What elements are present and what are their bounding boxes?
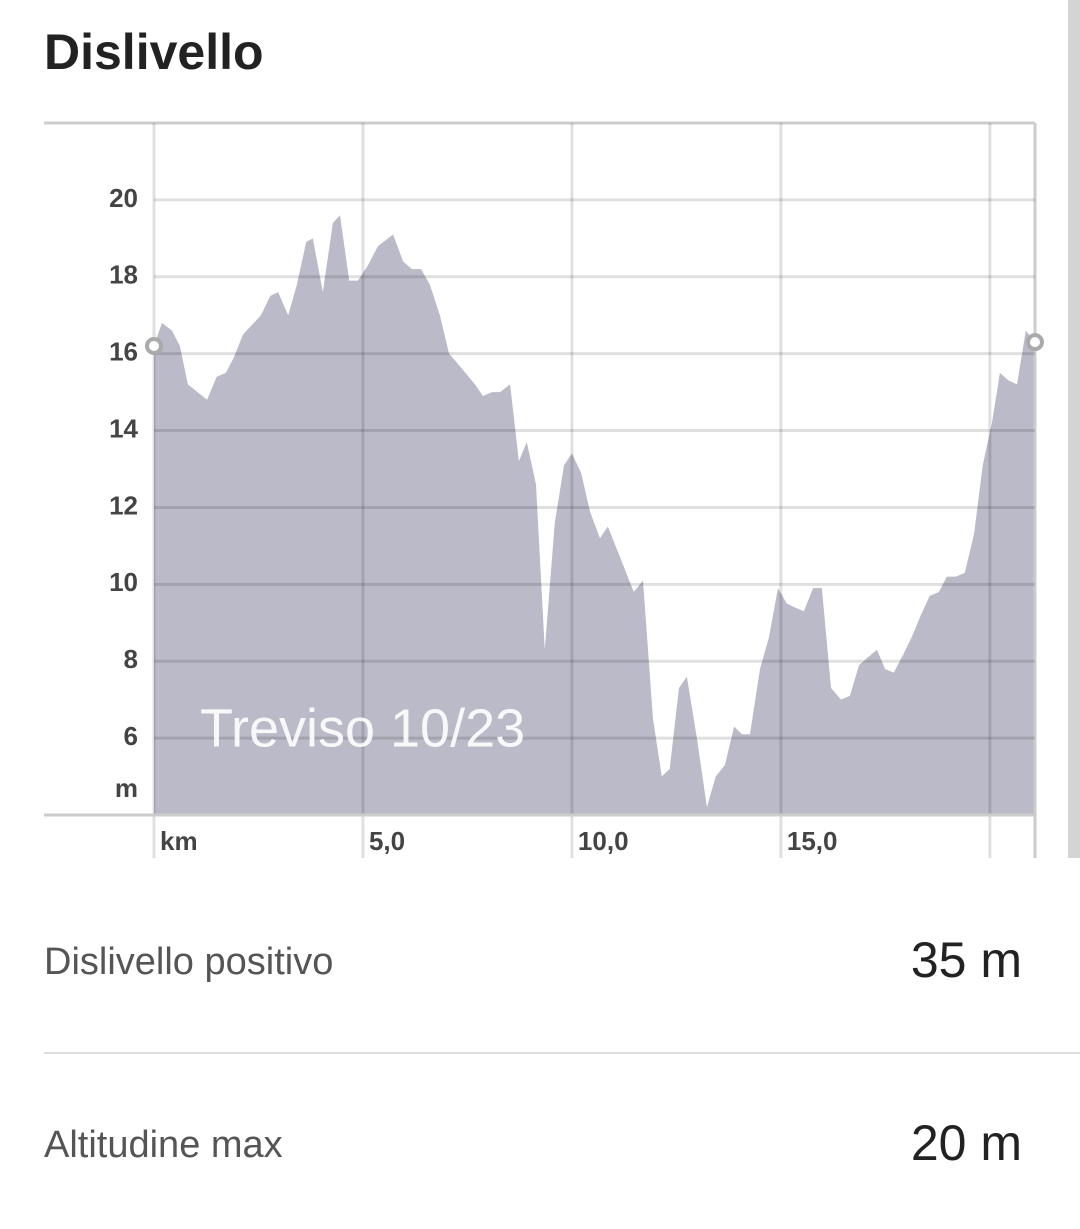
elevation-area	[154, 215, 1035, 815]
x-tick-label: 10,0	[578, 826, 629, 856]
x-tick-label: 5,0	[369, 826, 405, 856]
stat-value: 20 m	[911, 1115, 1022, 1171]
x-tick-label: km	[160, 826, 198, 856]
stat-label: Dislivello positivo	[44, 941, 333, 983]
stat-label: Altitudine max	[44, 1124, 283, 1166]
y-unit: m	[115, 773, 138, 803]
stat-value: 35 m	[911, 932, 1022, 988]
x-tick-label: 15,0	[787, 826, 838, 856]
chart: 6 8 10 12 14 16 18 20 mkm 5,0 10,0 15,0 Treviso 10/2…	[44, 121, 1044, 858]
y-tick-label: 14	[109, 413, 138, 443]
endpoint-marker	[1026, 333, 1044, 352]
scrollbar	[1068, 0, 1080, 858]
y-tick-label: 12	[109, 490, 138, 520]
y-tick-label: 20	[109, 183, 138, 213]
y-tick-label: 16	[109, 337, 138, 367]
watermark: Treviso 10/23	[200, 698, 525, 758]
y-tick-label: 10	[109, 567, 138, 597]
title: Dislivello	[44, 24, 264, 80]
y-tick-label: 8	[124, 644, 138, 674]
y-tick-label: 6	[124, 721, 138, 751]
endpoint-marker	[145, 336, 163, 355]
y-tick-label: 18	[109, 260, 138, 290]
